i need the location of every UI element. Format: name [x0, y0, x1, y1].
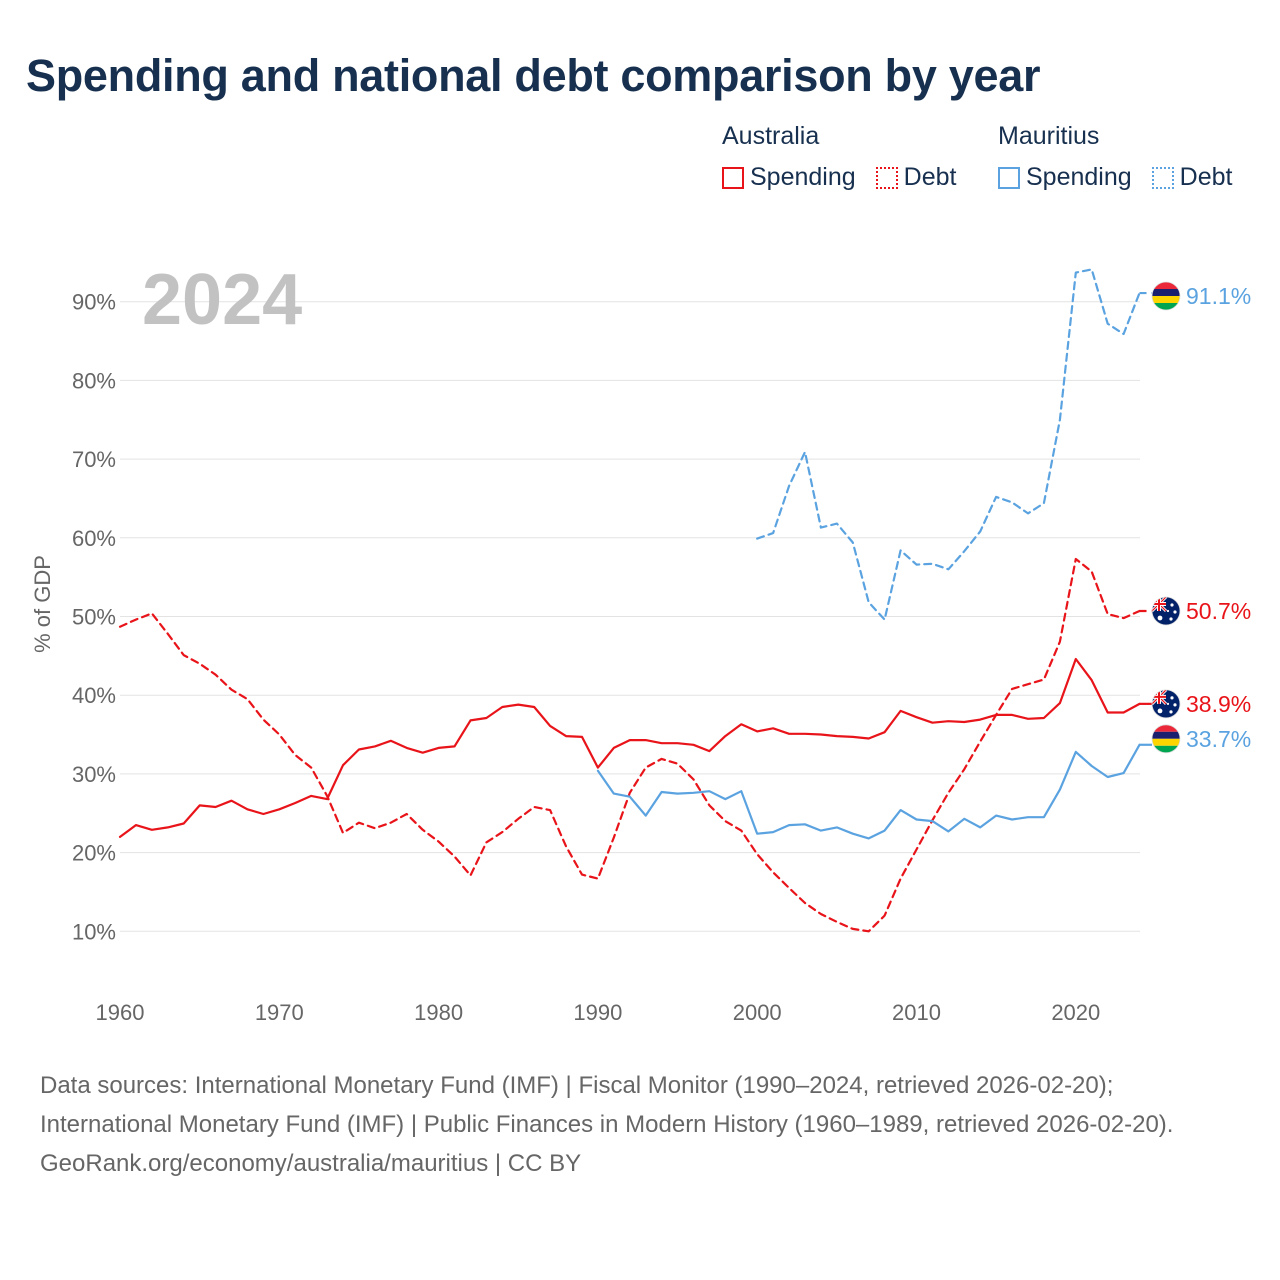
series-line-mauritius-spending — [596, 743, 1141, 840]
end-value-label: 33.7% — [1186, 726, 1251, 752]
dotted-line-swatch-icon — [875, 166, 898, 189]
australia-flag-icon — [1151, 689, 1181, 719]
y-tick-label: 80% — [72, 368, 116, 393]
australia-flag-icon — [1151, 596, 1181, 626]
line-chart: 10% 20% 30% 40% 50% 60% 70% 80% 90% 1960 1970 1980 1… — [30, 260, 1251, 1025]
series-line-australia-debt — [118, 557, 1141, 933]
data-sources: Data sources: International Monetary Fun… — [40, 1072, 1174, 1138]
x-tick-label: 1970 — [255, 1000, 304, 1025]
dotted-line-swatch-icon — [1151, 166, 1174, 189]
legend-country-mauritius: Mauritius — [998, 122, 1100, 150]
series-line-australia-spending — [118, 657, 1141, 838]
x-tick-label: 1990 — [573, 1000, 622, 1025]
legend-item-mauritius-debt[interactable]: Debt — [1151, 163, 1233, 192]
series-line-mauritius-debt — [756, 268, 1141, 621]
y-tick-label: 10% — [72, 919, 116, 944]
y-tick-label: 50% — [72, 605, 116, 630]
y-tick-label: 30% — [72, 762, 116, 787]
legend-label: Spending — [1026, 163, 1132, 191]
legend-item-australia-debt[interactable]: Debt — [875, 163, 957, 192]
end-value-label: 91.1% — [1186, 283, 1251, 309]
legend-group-australia: Australia Spending Debt — [722, 122, 956, 192]
y-tick-label: 20% — [72, 841, 116, 866]
footer: Data sources: International Monetary Fun… — [40, 1066, 1240, 1183]
chart-title: Spending and national debt comparison by… — [26, 50, 1041, 101]
x-tick-label: 2000 — [733, 1000, 782, 1025]
mauritius-flag-icon — [1151, 281, 1181, 311]
legend-group-mauritius: Mauritius Spending Debt — [998, 122, 1232, 192]
year-watermark: 2024 — [142, 260, 302, 340]
legend-label: Spending — [750, 163, 856, 191]
y-tick-label: 70% — [72, 447, 116, 472]
legend-label: Debt — [903, 163, 957, 191]
legend-country-australia: Australia — [722, 122, 820, 150]
x-tick-label: 1980 — [414, 1000, 463, 1025]
end-value-label: 38.9% — [1186, 691, 1251, 717]
legend-label: Debt — [1179, 163, 1233, 191]
y-tick-label: 90% — [72, 290, 116, 315]
solid-line-swatch-icon — [998, 166, 1020, 189]
x-tick-label: 2020 — [1051, 1000, 1100, 1025]
y-tick-label: 60% — [72, 526, 116, 551]
end-value-label: 50.7% — [1186, 598, 1251, 624]
mauritius-flag-icon — [1151, 724, 1181, 754]
legend-item-australia-spending[interactable]: Spending — [722, 163, 856, 192]
x-tick-label: 1960 — [96, 1000, 145, 1025]
legend-item-mauritius-spending[interactable]: Spending — [998, 163, 1132, 192]
y-tick-label: 40% — [72, 683, 116, 708]
solid-line-swatch-icon — [722, 166, 744, 189]
credit-link[interactable]: GeoRank.org/economy/australia/mauritius … — [40, 1150, 582, 1177]
x-tick-label: 2010 — [892, 1000, 941, 1025]
y-axis-label: % of GDP — [30, 555, 55, 653]
